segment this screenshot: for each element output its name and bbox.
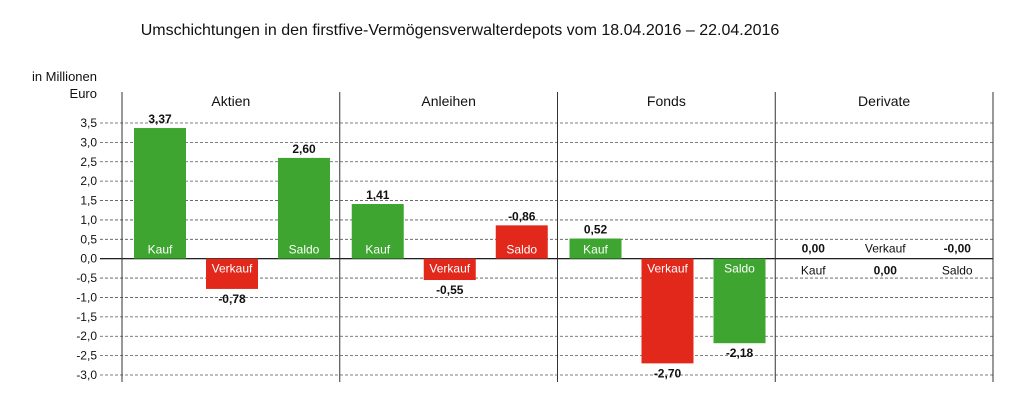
y-tick-label: -1,5 [76,310,97,324]
group-label: Derivate [858,93,910,109]
y-tick-label: -1,0 [76,290,97,304]
bar-category-label: Kauf [801,264,826,278]
bar [641,258,694,364]
y-tick-label: 1,0 [80,213,97,227]
bar-category-label: Verkauf [865,242,906,256]
y-tick-label: 2,0 [80,174,97,188]
data-label: 2,60 [292,142,316,156]
bar [278,157,330,259]
chart-title: Umschichtungen in den firstfive-Vermögen… [141,22,780,39]
bar [423,258,476,281]
bar-category-label: Kauf [148,243,173,257]
bar-category-label: Saldo [289,243,320,257]
y-tick-label: -2,5 [76,349,97,363]
y-axis-label-line1: in Millionen [32,69,97,84]
bar-category-label: Saldo [942,264,973,278]
bar [495,225,548,259]
bars-layer [134,128,766,364]
group-label: Aktien [211,93,250,109]
data-label: 0,00 [874,264,898,278]
bar [206,258,258,289]
bar [569,238,622,259]
bar [351,204,404,259]
bar-category-label: Kauf [583,243,608,257]
data-label: 0,00 [802,242,826,256]
bar-category-label: Saldo [506,243,537,257]
bar-category-label: Verkauf [429,262,470,276]
data-label: 3,37 [148,112,172,126]
grid-layer: 3,5 3,0 2,5 2,0 1,5 1,0 0,5 0,0 -0,5 -1,0 -1,5 -2,0… [76,92,994,382]
y-tick-label: 0,0 [80,252,97,266]
y-tick-label: 3,0 [80,135,97,149]
data-label: -0,78 [218,292,246,306]
bar-category-label: Verkauf [647,262,688,276]
y-tick-label: -0,5 [76,271,97,285]
bar [134,128,186,259]
y-axis-label-line2: Euro [70,86,97,101]
bar [713,258,766,344]
data-label: -0,00 [944,242,972,256]
data-label: -0,86 [508,209,536,223]
group-label: Fonds [647,93,686,109]
y-tick-label: 3,5 [80,116,97,130]
bar-category-label: Verkauf [212,262,253,276]
y-tick-label: 0,5 [80,232,97,246]
y-tick-label: 2,5 [80,155,97,169]
data-label: 1,41 [366,188,390,202]
bar-category-label: Saldo [724,262,755,276]
bar-category-label: Kauf [365,243,390,257]
data-label: 0,52 [584,223,608,237]
data-label: -2,70 [654,366,682,380]
data-label: -0,55 [436,283,464,297]
group-label: Anleihen [421,93,476,109]
data-label: -2,18 [726,346,754,360]
labels-layer: Aktien Kauf 3,37 Verkauf -0,78 Saldo 2,60 Anlei… [148,93,973,380]
y-tick-label: -3,0 [76,368,97,382]
y-tick-label: -2,0 [76,329,97,343]
y-tick-label: 1,5 [80,194,97,208]
